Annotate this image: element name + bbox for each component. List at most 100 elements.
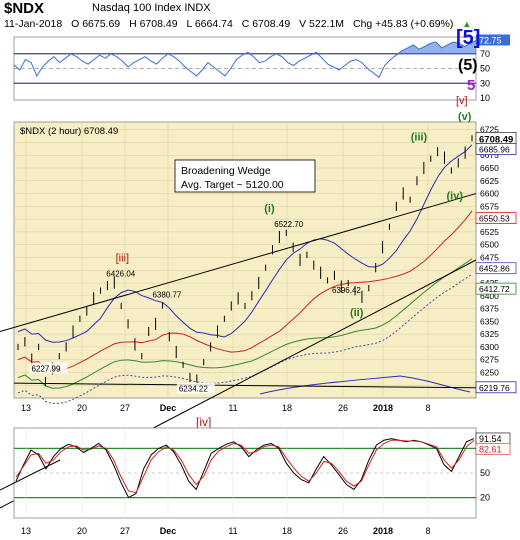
price-tick-label: 6650 (480, 163, 499, 173)
rsi-line (13, 40, 477, 79)
stochastic-x-tick-label: 26 (338, 526, 348, 536)
price-x-tick-label: 18 (282, 403, 292, 413)
index-name: Nasdaq 100 Index INDX (92, 2, 211, 14)
stochastic-tick-label: 50 (480, 468, 490, 478)
price-x-tick-label: 20 (77, 403, 87, 413)
stochastic-d-line (15, 439, 475, 494)
stochastic-d-value: 82.61 (479, 444, 502, 454)
swing-low-6227-text: 6227.99 (32, 365, 61, 374)
price-panel-title: $NDX (2 hour) 6708.49 (20, 126, 118, 137)
wave-v-major-label: [v] (456, 95, 468, 107)
lower-band-value: 6452.86 (479, 264, 510, 274)
rsi-last-value-box (476, 34, 510, 46)
rsi-tick-label: 10 (480, 93, 490, 103)
stochastic-x-tick-label: 8 (425, 526, 430, 536)
wave-5-minor-label: 5 (467, 77, 475, 94)
stochastic-x-tick-label: 20 (77, 526, 87, 536)
wave-v-label: (v) (458, 111, 472, 123)
date-label: 11-Jan-2018 (4, 18, 63, 30)
price-tick-label: 6475 (480, 252, 499, 262)
swing-high-6380: 6380.77 (152, 290, 181, 299)
swing-low-6227-bg (29, 362, 68, 374)
bottom-curve-line (259, 375, 471, 395)
swing-high-6522: 6522.70 (274, 220, 303, 229)
wedge-upper-trendline (0, 193, 477, 333)
green-moving-average-line (17, 258, 473, 389)
stochastic-x-tick-label: 13 (21, 526, 31, 536)
swing-low-6234: 6234.22 (179, 385, 208, 394)
upper-band-value: 6685.96 (479, 145, 510, 155)
rsi-tick-label: 70 (480, 49, 490, 59)
pattern-title: Broadening Wedge (181, 165, 271, 177)
change-label: Chg +45.83 (+0.69%) (352, 18, 454, 30)
wave-i-label: (i) (264, 203, 275, 215)
price-x-tick-label: 27 (120, 403, 130, 413)
price-tick-label: 6675 (480, 150, 499, 160)
price-x-tick-label: 13 (21, 403, 31, 413)
price-tick-label: 6325 (480, 329, 499, 339)
chart-header: $NDX Nasdaq 100 Index INDX 11-Jan-2018 O… (0, 0, 520, 34)
low-label: L 6664.74 (186, 18, 233, 30)
pattern-target: Avg. Target ~ 5120.00 (181, 179, 284, 191)
price-tick-label: 6500 (480, 240, 499, 250)
red-moving-average-line (17, 210, 473, 371)
wedge-lower-extension (0, 459, 61, 491)
price-x-tick-label: 2018 (373, 403, 393, 413)
price-tick-label: 6400 (480, 291, 499, 301)
volume-label: V 522.1M (299, 18, 345, 30)
bottom-line-value-box (475, 381, 517, 394)
stochastic-d-value-box (475, 442, 511, 455)
rsi-tick-label: 30 (480, 78, 490, 88)
wave-ii-label: (ii) (350, 307, 364, 319)
rsi-tick-label: 50 (480, 64, 490, 74)
swing-high-6426: 6426.04 (106, 269, 135, 278)
horizontal-support-line (13, 382, 477, 389)
wave-iv-label: (iv) (446, 191, 463, 203)
stochastic-x-tick-label: 2018 (373, 526, 393, 536)
price-x-tick-label: Dec (160, 403, 177, 413)
swing-low-6234-bg (176, 382, 215, 394)
price-tick-label: 6250 (480, 367, 499, 377)
price-x-tick-label: 26 (338, 403, 348, 413)
stochastic-x-tick-label: 27 (120, 526, 130, 536)
price-tick-label: 6300 (480, 342, 499, 352)
rsi-overbought-fill (14, 40, 476, 54)
lower-band-value-box (475, 262, 517, 275)
green-ma-value: 6412.72 (479, 284, 510, 294)
high-label: H 6708.49 (129, 18, 178, 30)
price-tick-label: 6275 (480, 355, 499, 365)
wave-5-intermediate-label: (5) (458, 57, 478, 74)
stochastic-tick-label: 20 (480, 493, 490, 503)
wave-iii-major-label: [iii] (116, 253, 129, 265)
red-ma-value-box (475, 212, 517, 225)
lower-dotted-band-line (17, 273, 473, 405)
symbol-title: $NDX (4, 0, 45, 17)
stochastic-x-tick-label: 18 (282, 526, 292, 536)
change-arrow-icon: ▲ (462, 19, 472, 29)
price-tick-label: 6575 (480, 201, 499, 211)
last-price-label: 6708.49 (479, 134, 513, 145)
ohlc-bar: 11-Jan-2018 O 6675.69 H 6708.49 L 6664.7… (4, 18, 477, 30)
stochastic-x-tick-label: Dec (160, 526, 177, 536)
open-label: O 6675.69 (71, 18, 121, 30)
upper-band-value-box (475, 143, 517, 156)
price-tick-label: 6625 (480, 176, 499, 186)
wave-iii-label: (iii) (411, 131, 428, 143)
price-tick-label: 6525 (480, 227, 499, 237)
green-ma-value-box (475, 282, 517, 295)
stochastic-x-tick-label: 11 (228, 526, 237, 536)
rsi-last-value: 72.75 (479, 35, 502, 45)
price-x-tick-label: 8 (425, 403, 430, 413)
stochastic-k-value: 91.54 (479, 434, 502, 444)
price-tick-label: 6725 (480, 125, 499, 135)
price-tick-label: 6375 (480, 304, 499, 314)
price-x-tick-label: 11 (228, 403, 237, 413)
close-label: C 6708.49 (241, 18, 291, 30)
price-tick-label: 6350 (480, 316, 499, 326)
price-tick-label: 6600 (480, 189, 499, 199)
swing-low-6396: 6396.42 (332, 286, 361, 295)
wave-5-primary-label: [5] (456, 27, 480, 49)
red-ma-value: 6550.53 (479, 214, 510, 224)
wave-iv-major-label: [iv] (196, 415, 211, 429)
